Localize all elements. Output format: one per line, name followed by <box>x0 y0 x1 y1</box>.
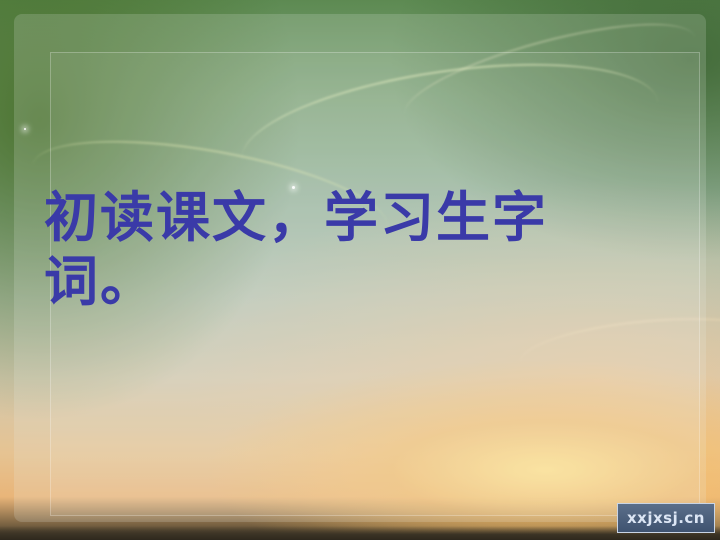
star-icon <box>24 128 26 130</box>
slide-title: 初读课文，学习生字词。 <box>44 186 548 313</box>
content-panel <box>14 14 706 522</box>
content-panel-frame <box>50 52 700 516</box>
star-icon <box>292 186 295 189</box>
horizon <box>0 526 720 540</box>
watermark-logo: xxjxsj.cn <box>617 503 715 533</box>
